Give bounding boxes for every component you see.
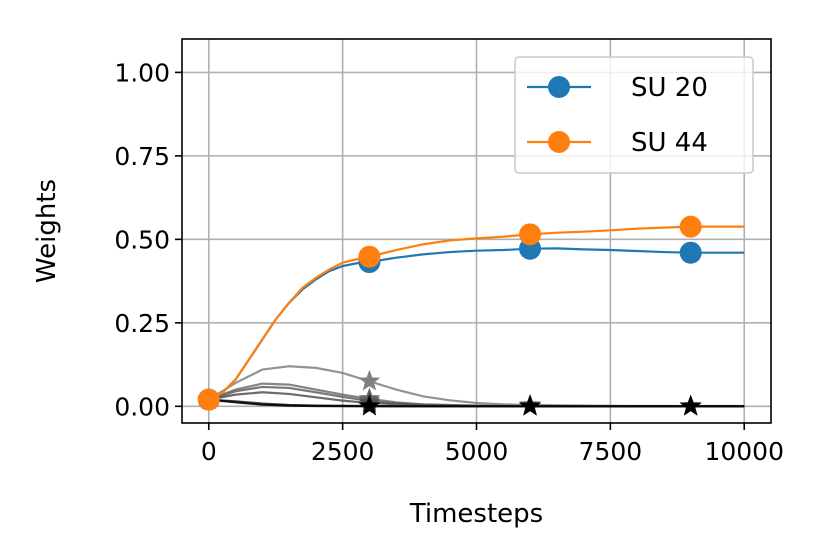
x-tick-label: 10000 [704,437,784,466]
y-tick-label: 1.00 [114,58,170,87]
labelled-series [197,215,745,411]
x-tick-label: 7500 [579,437,643,466]
y-tick-label: 0.00 [114,392,170,421]
y-tick-label: 0.75 [114,142,170,171]
series-marker [197,388,220,411]
x-tick-label: 0 [201,437,217,466]
other-series-line [208,398,745,408]
x-tick-label: 5000 [445,437,509,466]
series-marker [679,241,702,264]
series-marker [679,215,702,238]
x-axis-label: Timesteps [409,499,543,529]
y-axis-label: Weights [32,179,62,283]
legend-label: SU 44 [631,128,708,158]
x-tick-label: 2500 [311,437,375,466]
star-marker [679,394,702,416]
legend: SU 20 SU 44 [514,56,754,174]
other-series [197,365,745,416]
series-line [208,225,745,401]
star-marker [358,369,381,391]
legend-label: SU 20 [631,73,708,103]
y-tick-label: 0.25 [114,309,170,338]
star-marker [519,394,541,416]
y-tick-label: 0.50 [114,225,170,254]
series-marker [358,245,381,268]
axis-ticks: 0 2500 5000 7500 10000 0.00 0.25 0.50 0.75 1.00 [114,58,784,466]
legend-marker [548,131,570,153]
series-marker [519,223,542,246]
legend-marker [548,76,570,98]
star-marker [358,394,381,416]
